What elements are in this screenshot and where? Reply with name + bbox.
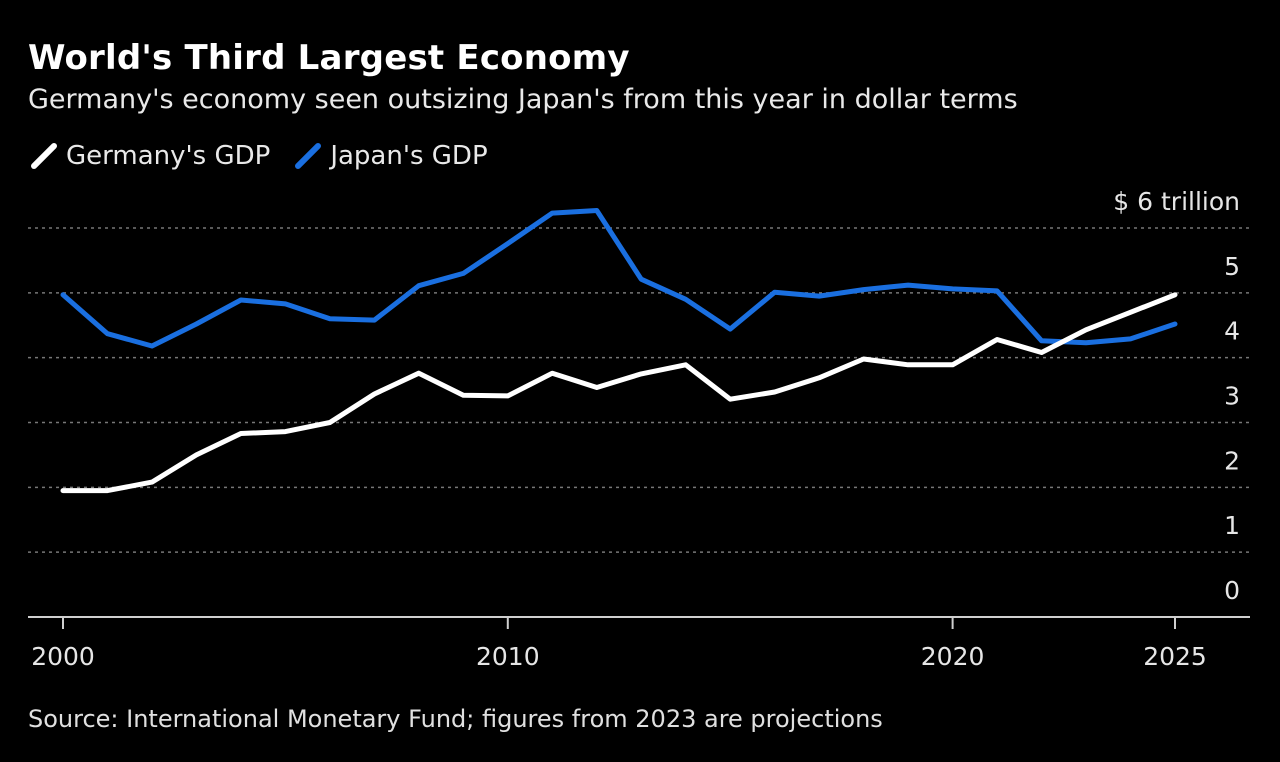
x-tick-label-2000: 2000	[31, 642, 95, 671]
x-axis: 2000 2010 2020 2025	[28, 616, 1250, 671]
germany-legend-swatch	[31, 143, 57, 169]
legend: Germany's GDP Japan's GDP	[28, 140, 510, 172]
x-tick-label-2020: 2020	[921, 642, 985, 671]
y-tick-label-1: 1	[1224, 511, 1240, 540]
y-tick-label-2: 2	[1224, 446, 1240, 475]
y-tick-label-5: 5	[1224, 252, 1240, 281]
x-tick-label-2025: 2025	[1143, 642, 1207, 671]
legend-item-japan: Japan's GDP	[292, 140, 488, 172]
chart-title: World's Third Largest Economy	[28, 38, 630, 78]
series-line-germany-s-gdp	[60, 292, 1178, 494]
y-tick-label-6: $ 6 trillion	[1113, 187, 1240, 216]
y-tick-label-4: 4	[1224, 317, 1240, 346]
series-line-japan-s-gdp	[60, 208, 1178, 349]
x-tick-label-2010: 2010	[476, 642, 540, 671]
source-note: Source: International Monetary Fund; fig…	[28, 705, 883, 733]
y-tick-label-0: 0	[1224, 576, 1240, 605]
legend-label-japan: Japan's GDP	[330, 141, 488, 171]
japan-legend-swatch	[295, 143, 322, 169]
legend-item-germany: Germany's GDP	[28, 140, 270, 172]
legend-label-germany: Germany's GDP	[66, 141, 271, 171]
y-tick-label-3: 3	[1224, 382, 1240, 411]
series-lines	[60, 208, 1178, 494]
y-axis-ticks: 0 1 2 3 4 5 $ 6 trillion	[1113, 187, 1240, 605]
gridlines	[28, 227, 1250, 553]
chart-subtitle: Germany's economy seen outsizing Japan's…	[28, 84, 1018, 115]
